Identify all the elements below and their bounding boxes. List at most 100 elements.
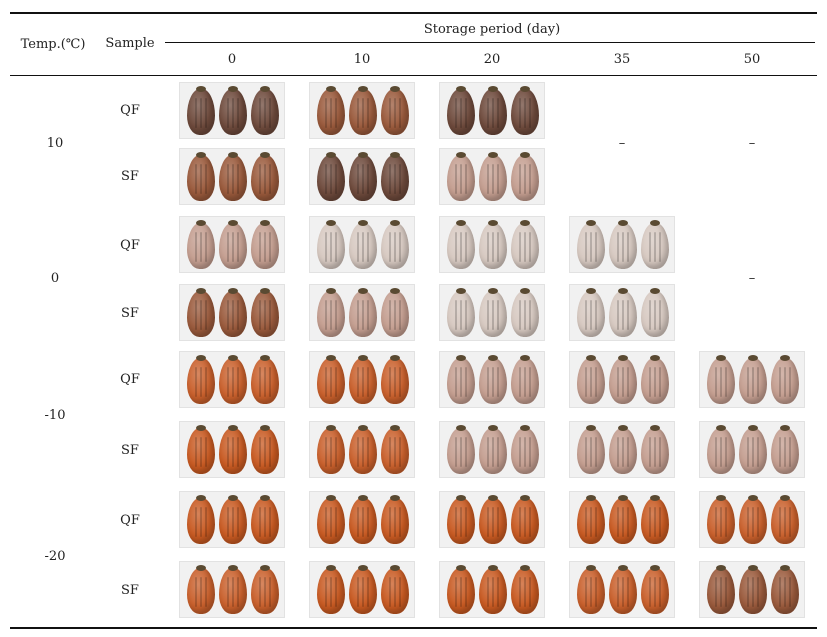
- persimmon-icon: [511, 288, 539, 337]
- ridge-mark: [779, 507, 781, 537]
- ridge-mark: [585, 437, 587, 467]
- persimmon-icon: [187, 288, 215, 337]
- persimmon-icon: [641, 288, 669, 337]
- ridge-mark: [335, 577, 337, 607]
- ridge-mark: [227, 507, 229, 537]
- calyx-icon: [586, 355, 596, 361]
- persimmon-photo: [439, 82, 545, 139]
- ridge-mark: [357, 437, 359, 467]
- ridge-mark: [269, 507, 271, 537]
- ridge-mark: [367, 300, 369, 330]
- ridge-mark: [487, 507, 489, 537]
- calyx-icon: [586, 288, 596, 294]
- calyx-icon: [586, 220, 596, 226]
- persimmon-icon: [447, 355, 475, 404]
- ridge-mark: [747, 437, 749, 467]
- ridge-mark: [590, 437, 592, 467]
- ridge-mark: [460, 577, 462, 607]
- persimmon-photo: [439, 284, 545, 341]
- persimmon-photo: [699, 421, 805, 478]
- ridge-mark: [524, 367, 526, 397]
- ridge-mark: [399, 98, 401, 128]
- calyx-icon: [228, 495, 238, 501]
- persimmon-icon: [349, 152, 377, 201]
- ridge-mark: [460, 300, 462, 330]
- ridge-mark: [232, 98, 234, 128]
- ridge-mark: [784, 577, 786, 607]
- calyx-icon: [390, 86, 400, 92]
- persimmon-photo: [439, 491, 545, 548]
- calyx-icon: [196, 565, 206, 571]
- persimmon-photo: [569, 351, 675, 408]
- ridge-mark: [654, 437, 656, 467]
- ridge-mark: [590, 232, 592, 262]
- persimmon-photo: [309, 491, 415, 548]
- ridge-mark: [779, 577, 781, 607]
- ridge-mark: [227, 300, 229, 330]
- ridge-mark: [264, 98, 266, 128]
- calyx-icon: [326, 565, 336, 571]
- persimmon-icon: [349, 565, 377, 614]
- ridge-mark: [362, 437, 364, 467]
- ridge-mark: [237, 367, 239, 397]
- ridge-mark: [357, 164, 359, 194]
- calyx-icon: [228, 86, 238, 92]
- ridge-mark: [200, 164, 202, 194]
- ridge-mark: [227, 367, 229, 397]
- calyx-icon: [390, 220, 400, 226]
- ridge-mark: [487, 367, 489, 397]
- ridge-mark: [325, 367, 327, 397]
- ridge-mark: [357, 98, 359, 128]
- persimmon-icon: [349, 425, 377, 474]
- ridge-mark: [487, 164, 489, 194]
- ridge-mark: [269, 300, 271, 330]
- persimmon-photo: [569, 216, 675, 273]
- ridge-mark: [259, 507, 261, 537]
- persimmon-icon: [609, 355, 637, 404]
- persimmon-icon: [251, 495, 279, 544]
- calyx-icon: [390, 565, 400, 571]
- ridge-mark: [460, 232, 462, 262]
- calyx-icon: [358, 425, 368, 431]
- ridge-mark: [237, 507, 239, 537]
- ridge-mark: [747, 367, 749, 397]
- persimmon-icon: [219, 220, 247, 269]
- calyx-icon: [196, 152, 206, 158]
- ridge-mark: [367, 577, 369, 607]
- persimmon-icon: [349, 355, 377, 404]
- ridge-mark: [195, 437, 197, 467]
- ridge-mark: [455, 164, 457, 194]
- ridge-mark: [789, 577, 791, 607]
- persimmon-photo: [309, 148, 415, 205]
- ridge-mark: [264, 367, 266, 397]
- ridge-mark: [394, 164, 396, 194]
- sample-label: SF: [121, 443, 139, 458]
- ridge-mark: [497, 437, 499, 467]
- ridge-mark: [659, 577, 661, 607]
- ridge-mark: [529, 232, 531, 262]
- ridge-mark: [394, 300, 396, 330]
- calyx-icon: [228, 425, 238, 431]
- ridge-mark: [659, 300, 661, 330]
- ridge-mark: [455, 232, 457, 262]
- ridge-mark: [627, 367, 629, 397]
- ridge-mark: [264, 577, 266, 607]
- ridge-mark: [492, 437, 494, 467]
- ridge-mark: [622, 437, 624, 467]
- ridge-mark: [399, 437, 401, 467]
- persimmon-icon: [511, 220, 539, 269]
- sample-label: QF: [120, 513, 140, 528]
- ridge-mark: [519, 98, 521, 128]
- ridge-mark: [205, 577, 207, 607]
- calyx-icon: [260, 220, 270, 226]
- calyx-icon: [326, 152, 336, 158]
- ridge-mark: [529, 300, 531, 330]
- ridge-mark: [487, 437, 489, 467]
- ridge-mark: [335, 98, 337, 128]
- ridge-mark: [205, 507, 207, 537]
- ridge-mark: [357, 577, 359, 607]
- persimmon-icon: [219, 565, 247, 614]
- persimmon-icon: [479, 86, 507, 135]
- persimmon-photo: [309, 216, 415, 273]
- ridge-mark: [330, 232, 332, 262]
